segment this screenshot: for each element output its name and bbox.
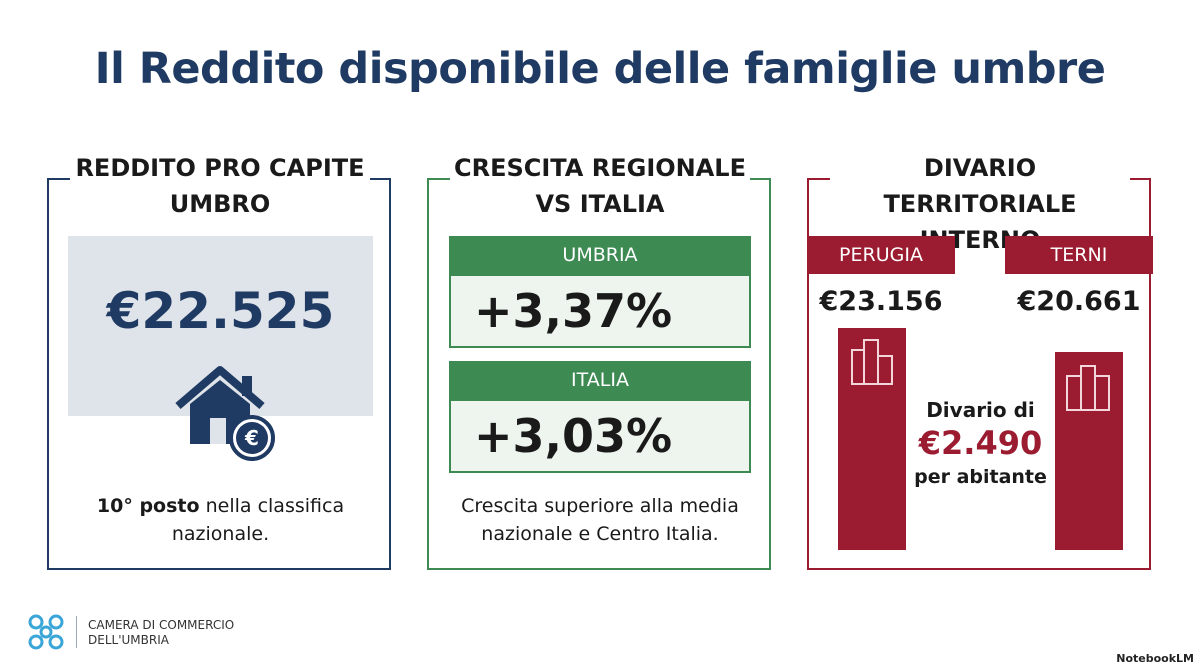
region-label: ITALIA: [449, 361, 751, 399]
note-text: nella classifica nazionale.: [171, 495, 345, 545]
gap-value: €2.490: [918, 424, 1043, 462]
panel-heading: REDDITO PRO CAPITE UMBRO: [70, 150, 370, 222]
gap-intro: Divario di: [926, 398, 1035, 422]
city-bar: [1055, 352, 1123, 550]
org-name: CAMERA DI COMMERCIO DELL'UMBRIA: [88, 618, 234, 648]
gap-outro: per abitante: [914, 466, 1047, 488]
city-label: PERUGIA: [807, 236, 955, 274]
divider: [76, 616, 77, 648]
city-value: €23.156: [819, 286, 943, 317]
city-bar: [838, 328, 906, 550]
house-euro-icon: €: [175, 366, 275, 461]
value-box: [449, 399, 751, 473]
org-line: DELL'UMBRIA: [88, 633, 169, 647]
note-emphasis: 10° posto: [96, 495, 200, 517]
svg-text:€: €: [244, 426, 259, 450]
panel-note: 10° posto nella classifica nazionale.: [68, 492, 373, 548]
brand: NotebookLM: [1116, 652, 1194, 665]
region-label: UMBRIA: [449, 236, 751, 274]
growth-value: +3,37%: [474, 284, 673, 338]
page-title: Il Reddito disponibile delle famiglie um…: [94, 44, 1106, 94]
city-label: TERNI: [1005, 236, 1153, 274]
org-logo: [28, 614, 64, 650]
value-box: [449, 274, 751, 348]
panel-heading: CRESCITA REGIONALE VS ITALIA: [450, 150, 750, 222]
income-value: €22.525: [106, 282, 335, 340]
city-value: €20.661: [1017, 286, 1141, 317]
panel-note: Crescita superiore alla media nazionale …: [461, 495, 739, 545]
org-line: CAMERA DI COMMERCIO: [88, 618, 235, 632]
growth-value: +3,03%: [474, 409, 673, 463]
